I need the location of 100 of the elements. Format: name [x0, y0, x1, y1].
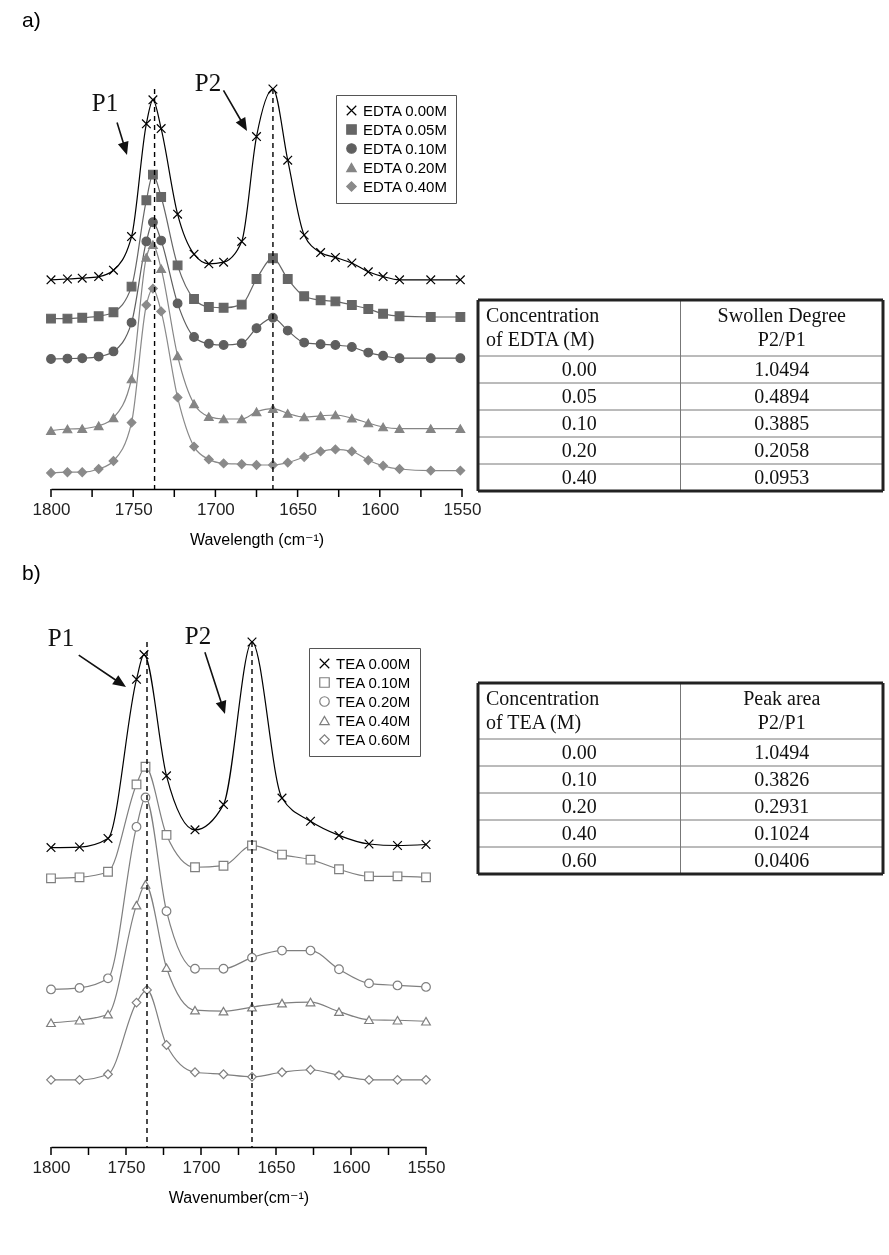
point	[421, 872, 431, 883]
point	[218, 414, 229, 424]
point	[334, 864, 344, 875]
point	[392, 1074, 403, 1085]
point	[172, 351, 183, 361]
point	[46, 274, 56, 285]
point	[425, 424, 436, 433]
point	[277, 1067, 287, 1078]
point	[218, 257, 229, 268]
point	[334, 964, 344, 975]
point	[46, 313, 56, 324]
point	[394, 274, 405, 285]
text: 0.4894	[754, 384, 810, 407]
point	[93, 271, 104, 282]
point	[268, 84, 278, 94]
point	[131, 779, 142, 790]
point	[93, 351, 104, 362]
point	[161, 829, 172, 840]
point	[126, 374, 137, 384]
point	[190, 1005, 200, 1015]
point	[189, 332, 199, 342]
point	[330, 252, 341, 263]
text: 0.1024	[754, 821, 810, 844]
point	[218, 860, 229, 871]
annotation: P2	[194, 69, 222, 96]
point	[131, 900, 142, 910]
legend-label: EDTA 0.10M	[363, 139, 447, 157]
point	[218, 963, 229, 974]
point	[172, 392, 183, 403]
text: 0.05	[561, 384, 597, 407]
point	[218, 1069, 229, 1080]
point	[425, 465, 436, 476]
point	[425, 312, 436, 322]
point	[62, 467, 73, 478]
point	[425, 274, 436, 285]
point	[421, 981, 431, 992]
point	[172, 298, 183, 309]
point	[103, 1069, 113, 1080]
point	[190, 963, 200, 974]
point	[189, 249, 199, 260]
point	[141, 195, 152, 206]
point	[103, 1009, 113, 1019]
text: 0.00	[561, 740, 597, 763]
point	[455, 312, 466, 322]
point	[277, 793, 287, 803]
point	[346, 342, 357, 352]
point	[364, 839, 374, 849]
point	[190, 824, 200, 835]
text: 0.60	[561, 848, 597, 871]
point	[126, 317, 137, 328]
point	[305, 945, 316, 956]
text: 1.0494	[754, 357, 810, 380]
point	[315, 411, 326, 421]
point	[392, 980, 403, 991]
point	[282, 274, 293, 284]
point	[189, 441, 199, 452]
point	[74, 842, 85, 852]
point	[236, 299, 247, 310]
text: 0.0953	[754, 465, 810, 488]
x-tick-label: 1800	[32, 499, 71, 519]
point	[77, 353, 88, 364]
point	[282, 155, 293, 166]
point	[378, 422, 389, 432]
point	[305, 816, 316, 827]
point	[455, 274, 466, 285]
point	[131, 997, 142, 1008]
point	[190, 862, 200, 873]
point	[299, 337, 310, 348]
point	[421, 839, 431, 850]
point	[46, 873, 56, 884]
point	[156, 306, 167, 317]
point	[330, 410, 341, 420]
x-tick-label: 1750	[107, 1157, 146, 1177]
text: 0.20	[561, 794, 597, 817]
point	[346, 258, 357, 268]
point	[392, 1015, 403, 1025]
text: 1.0494	[754, 740, 810, 763]
text: 0.20	[561, 438, 597, 461]
point	[77, 312, 88, 323]
point	[251, 407, 262, 417]
point	[46, 1074, 56, 1085]
point	[93, 311, 104, 322]
text: 0.3826	[754, 767, 810, 790]
point	[363, 455, 374, 466]
point	[103, 866, 113, 877]
text: 0.2931	[754, 794, 810, 817]
point	[156, 123, 167, 134]
text: 0.00	[561, 357, 597, 380]
legend-label: TEA 0.10M	[336, 673, 411, 691]
category-label: Swollen Degree P2/P1	[717, 304, 847, 350]
point	[46, 354, 56, 364]
point	[277, 945, 287, 956]
point	[315, 446, 326, 457]
text: 0.40	[561, 465, 597, 488]
point	[203, 412, 214, 421]
point	[363, 347, 374, 358]
point	[126, 417, 137, 428]
point	[346, 413, 357, 423]
point	[364, 871, 374, 882]
point	[141, 236, 152, 247]
